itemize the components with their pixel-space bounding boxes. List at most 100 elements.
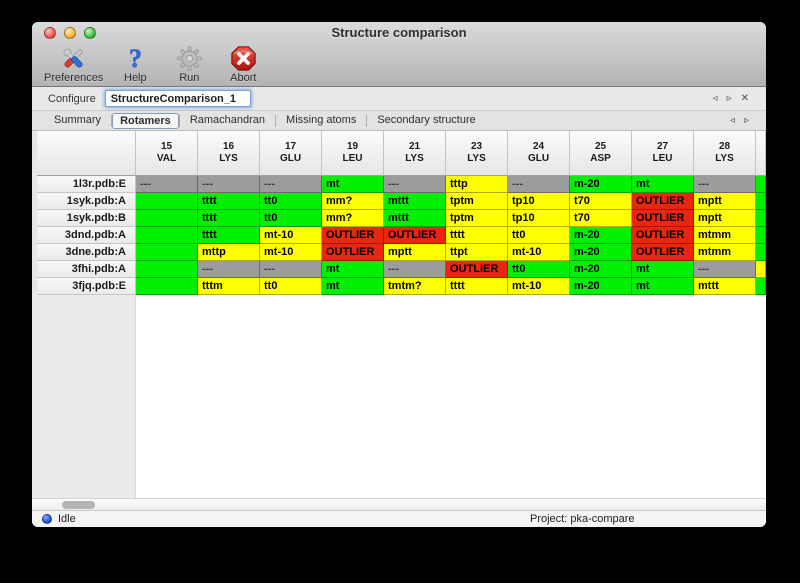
rotamer-cell[interactable]: tttt: [198, 227, 260, 244]
minimize-button[interactable]: [64, 27, 76, 39]
tab-rotamers[interactable]: Rotamers: [112, 112, 179, 129]
rotamer-cell[interactable]: mt-10: [508, 244, 570, 261]
rotamer-cell[interactable]: mt: [322, 176, 384, 193]
column-header-19[interactable]: 19 LEU: [322, 131, 384, 176]
rotamer-cell[interactable]: tt0: [260, 193, 322, 210]
rotamer-cell[interactable]: m-20: [570, 176, 632, 193]
close-button[interactable]: [44, 27, 56, 39]
row-label[interactable]: 1l3r.pdb:E: [37, 176, 136, 193]
row-label[interactable]: 3dnd.pdb:A: [37, 227, 136, 244]
rotamer-cell[interactable]: m-20: [570, 278, 632, 295]
rotamer-cell[interactable]: m-20: [570, 244, 632, 261]
row-label[interactable]: 3fjq.pdb:E: [37, 278, 136, 295]
tab-secondary-structure[interactable]: Secondary structure: [377, 114, 476, 126]
rotamer-cell[interactable]: ---: [384, 176, 446, 193]
pane-close-icon[interactable]: ✕: [740, 93, 749, 104]
horizontal-scrollbar[interactable]: [32, 498, 766, 510]
rotamer-cell[interactable]: [136, 261, 198, 278]
rotamer-cell[interactable]: ---: [508, 176, 570, 193]
rotamer-cell[interactable]: t70: [570, 193, 632, 210]
pane-next-icon[interactable]: ▹: [726, 93, 732, 104]
rotamer-cell[interactable]: OUTLIER: [632, 244, 694, 261]
rotamer-cell[interactable]: [136, 193, 198, 210]
column-header-28[interactable]: 28 LYS: [694, 131, 756, 176]
rotamer-cell[interactable]: ttpt: [446, 244, 508, 261]
rotamer-cell[interactable]: mt-10: [260, 227, 322, 244]
rotamer-cell[interactable]: ---: [198, 261, 260, 278]
rotamer-cell[interactable]: tttt: [198, 210, 260, 227]
rotamer-cell[interactable]: [136, 227, 198, 244]
rotamer-cell[interactable]: ---: [198, 176, 260, 193]
rotamer-cell[interactable]: mt-10: [508, 278, 570, 295]
row-label[interactable]: 3fhi.pdb:A: [37, 261, 136, 278]
rotamer-cell[interactable]: ---: [694, 261, 756, 278]
column-header-24[interactable]: 24 GLU: [508, 131, 570, 176]
row-label[interactable]: 3dne.pdb:A: [37, 244, 136, 261]
column-header-17[interactable]: 17 GLU: [260, 131, 322, 176]
rotamer-cell[interactable]: tptm: [446, 210, 508, 227]
rotamer-cell[interactable]: tt0: [260, 210, 322, 227]
tab-next-icon[interactable]: ▹: [743, 115, 749, 126]
rotamer-cell[interactable]: tttp: [446, 176, 508, 193]
rotamer-cell[interactable]: ---: [136, 176, 198, 193]
rotamer-cell[interactable]: mttt: [384, 193, 446, 210]
rotamer-cell[interactable]: tt0: [508, 261, 570, 278]
pane-prev-icon[interactable]: ◃: [712, 93, 718, 104]
rotamer-cell[interactable]: mt: [632, 278, 694, 295]
tab-prev-icon[interactable]: ◃: [729, 115, 735, 126]
zoom-button[interactable]: [84, 27, 96, 39]
rotamer-cell[interactable]: OUTLIER: [632, 193, 694, 210]
rotamer-cell[interactable]: mptt: [694, 210, 756, 227]
rotamer-cell[interactable]: mttt: [694, 278, 756, 295]
configure-name-input[interactable]: [104, 90, 251, 107]
rotamer-cell[interactable]: OUTLIER: [322, 227, 384, 244]
rotamer-cell[interactable]: OUTLIER: [632, 210, 694, 227]
rotamer-cell[interactable]: OUTLIER: [322, 244, 384, 261]
rotamer-cell[interactable]: OUTLIER: [632, 227, 694, 244]
rotamer-cell[interactable]: OUTLIER: [446, 261, 508, 278]
rotamer-cell[interactable]: mt: [632, 176, 694, 193]
rotamer-cell[interactable]: mtmm: [694, 244, 756, 261]
row-label[interactable]: 1syk.pdb:B: [37, 210, 136, 227]
rotamer-cell[interactable]: mttt: [384, 210, 446, 227]
rotamer-cell[interactable]: m-20: [570, 227, 632, 244]
help-button[interactable]: ? Help: [113, 45, 157, 85]
rotamer-cell[interactable]: ---: [384, 261, 446, 278]
rotamer-cell[interactable]: tp10: [508, 193, 570, 210]
column-header-25[interactable]: 25 ASP: [570, 131, 632, 176]
rotamer-cell[interactable]: tp10: [508, 210, 570, 227]
rotamer-cell[interactable]: [136, 278, 198, 295]
rotamer-cell[interactable]: tttm: [198, 278, 260, 295]
titlebar[interactable]: Structure comparison: [32, 22, 766, 43]
rotamer-cell[interactable]: [136, 244, 198, 261]
rotamer-cell[interactable]: tttt: [446, 278, 508, 295]
scrollbar-thumb[interactable]: [62, 501, 95, 509]
column-header-16[interactable]: 16 LYS: [198, 131, 260, 176]
rotamer-cell[interactable]: tttt: [198, 193, 260, 210]
column-header-27[interactable]: 27 LEU: [632, 131, 694, 176]
rotamer-cell[interactable]: mptt: [694, 193, 756, 210]
run-button[interactable]: Run: [167, 45, 211, 85]
rotamer-cell[interactable]: t70: [570, 210, 632, 227]
rotamer-cell[interactable]: tt0: [260, 278, 322, 295]
rotamer-cell[interactable]: tptm: [446, 193, 508, 210]
rotamer-cell[interactable]: tttt: [446, 227, 508, 244]
rotamer-cell[interactable]: mttp: [198, 244, 260, 261]
tab-missing-atoms[interactable]: Missing atoms: [286, 114, 357, 126]
rotamer-cell[interactable]: tt0: [508, 227, 570, 244]
column-header-15[interactable]: 15 VAL: [136, 131, 198, 176]
preferences-button[interactable]: Preferences: [44, 45, 103, 85]
rotamer-cell[interactable]: mt: [322, 278, 384, 295]
column-header-23[interactable]: 23 LYS: [446, 131, 508, 176]
tab-ramachandran[interactable]: Ramachandran: [189, 114, 266, 126]
tab-summary[interactable]: Summary: [54, 114, 102, 126]
rotamer-cell[interactable]: mt: [322, 261, 384, 278]
rotamer-cell[interactable]: tmtm?: [384, 278, 446, 295]
rotamer-cell[interactable]: mt-10: [260, 244, 322, 261]
rotamer-cell[interactable]: mptt: [384, 244, 446, 261]
column-header-21[interactable]: 21 LYS: [384, 131, 446, 176]
rotamer-cell[interactable]: m-20: [570, 261, 632, 278]
rotamer-cell[interactable]: ---: [694, 176, 756, 193]
row-label[interactable]: 1syk.pdb:A: [37, 193, 136, 210]
rotamer-cell[interactable]: [136, 210, 198, 227]
